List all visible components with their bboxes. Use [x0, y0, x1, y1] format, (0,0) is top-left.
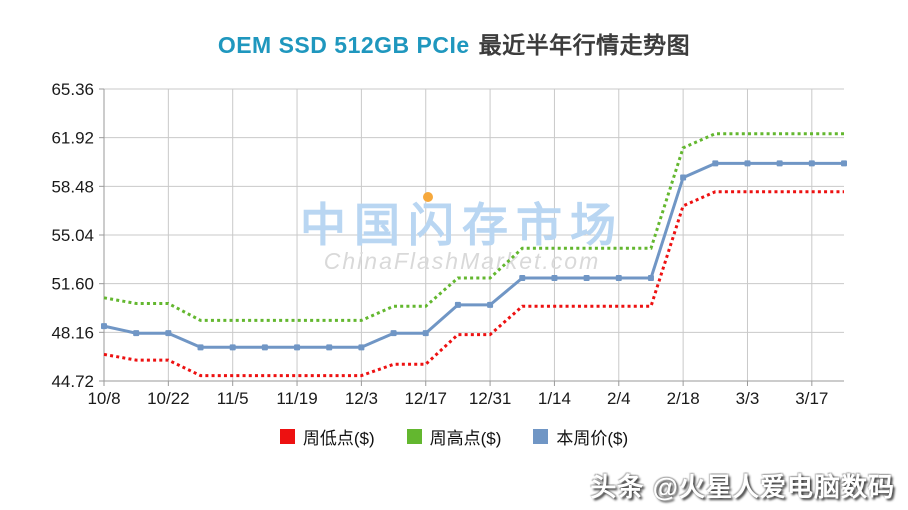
x-tick-label: 3/17: [795, 389, 828, 408]
legend-item: 本周价($): [533, 424, 628, 449]
x-tick-label: 12/3: [345, 389, 378, 408]
x-tick-label: 10/8: [87, 389, 120, 408]
x-tick-label: 10/22: [147, 389, 190, 408]
series-marker: [583, 275, 590, 282]
series-marker: [294, 344, 301, 351]
legend-swatch-icon: [533, 429, 549, 444]
x-tick-label: 12/31: [469, 389, 512, 408]
series-marker: [744, 160, 751, 167]
series-marker: [229, 344, 236, 351]
x-tick-label: 11/19: [276, 389, 317, 408]
legend-label: 周高点($): [429, 429, 502, 448]
y-tick-label: 65.36: [51, 80, 94, 99]
legend-item: 周低点($): [279, 424, 375, 449]
x-tick-label: 3/3: [736, 389, 760, 408]
series-marker: [261, 344, 268, 351]
y-tick-label: 55.04: [51, 226, 94, 245]
series-marker: [390, 330, 397, 337]
y-tick-label: 61.92: [51, 129, 94, 148]
x-tick-label: 12/17: [404, 389, 447, 408]
title-product: OEM SSD 512GB PCIe: [217, 32, 470, 58]
chart-legend: 周低点($) 周高点($) 本周价($): [0, 424, 908, 449]
series-marker: [101, 323, 107, 330]
series-marker: [326, 344, 333, 351]
series-marker: [712, 160, 719, 167]
series-marker: [422, 330, 429, 337]
series-marker: [165, 330, 172, 337]
y-tick-label: 58.48: [51, 177, 94, 196]
series-marker: [647, 275, 654, 282]
page-title: OEM SSD 512GB PCIe 最近半年行情走势图: [0, 26, 908, 60]
legend-item: 周高点($): [406, 424, 502, 449]
y-tick-label: 51.60: [51, 275, 94, 294]
footer-credit: 头条 @火星人爱电脑数码: [590, 472, 895, 502]
x-tick-label: 2/18: [667, 389, 700, 408]
series-marker: [776, 160, 783, 167]
series-marker: [133, 330, 140, 337]
series-marker: [680, 174, 687, 181]
legend-label: 周低点($): [302, 429, 375, 448]
watermark-cn: 中国闪存市场: [300, 199, 624, 251]
legend-label: 本周价($): [556, 429, 629, 448]
series-marker: [808, 160, 815, 167]
series-marker: [519, 275, 526, 282]
x-tick-label: 1/14: [538, 389, 571, 408]
x-tick-label: 11/5: [217, 389, 249, 408]
watermark-dot-icon: [423, 192, 433, 202]
x-tick-label: 2/4: [607, 389, 631, 408]
y-tick-label: 44.72: [51, 372, 94, 391]
series-marker: [841, 160, 847, 167]
series-line: [103, 161, 844, 349]
series-marker: [615, 275, 622, 282]
series-marker: [197, 344, 204, 351]
series-marker: [487, 301, 494, 308]
series-line: [103, 190, 844, 378]
legend-swatch-icon: [279, 429, 295, 444]
title-suffix: 最近半年行情走势图: [478, 32, 691, 58]
series-marker: [551, 275, 558, 282]
series-marker: [358, 344, 365, 351]
series-marker: [454, 301, 461, 308]
y-tick-label: 48.16: [51, 323, 94, 342]
legend-swatch-icon: [406, 429, 422, 444]
watermark-en: ChinaFlashMarket.com: [324, 248, 600, 274]
